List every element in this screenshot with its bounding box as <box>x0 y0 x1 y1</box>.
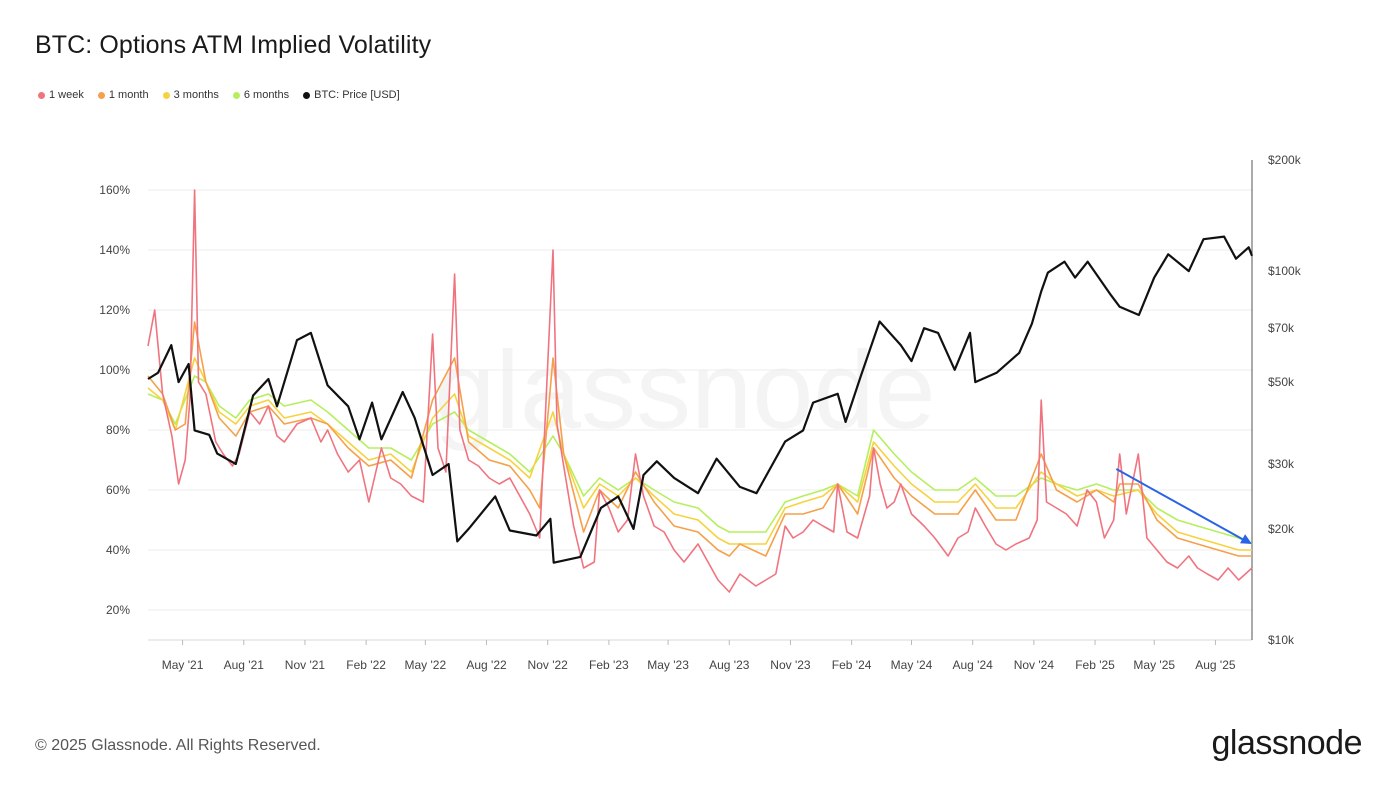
legend-dot-1-week <box>38 91 45 99</box>
trend-arrow-line <box>1115 468 1245 541</box>
x-tick-label: Feb '22 <box>346 658 386 672</box>
legend-label-1-month: 1 month <box>108 89 149 101</box>
axes: 20% 40% 60% 80% 100% 120% 140% 160% $10k $20k $30k… <box>99 153 1301 672</box>
chart-title: BTC: Options ATM Implied Volatility <box>35 31 432 59</box>
y-right-tick-label: $200k <box>1268 153 1302 167</box>
y-left-tick-label: 120% <box>99 303 130 317</box>
legend-dot-1-month <box>97 91 105 99</box>
legend-dot-3-months <box>162 91 170 99</box>
x-tick-label: May '24 <box>891 658 933 672</box>
legend-item-3-months[interactable]: 3 months <box>162 89 219 101</box>
x-tick-label: May '23 <box>647 658 689 672</box>
watermark-text: glassnode <box>434 329 936 452</box>
annotations <box>1115 468 1252 544</box>
legend-dot-6-months <box>232 91 240 99</box>
legend-item-1-week[interactable]: 1 week <box>38 89 84 101</box>
y-right-tick-label: $10k <box>1268 633 1295 647</box>
x-tick-label: May '21 <box>162 658 204 672</box>
y-left-tick-label: 60% <box>106 483 130 497</box>
brand-logo: glassnode <box>1211 724 1362 762</box>
x-tick-label: Aug '25 <box>1195 658 1236 672</box>
x-tick-label: Feb '25 <box>1075 658 1115 672</box>
legend-item-6-months[interactable]: 6 months <box>232 89 290 101</box>
y-right-tick-label: $20k <box>1268 522 1295 536</box>
y-right-tick-label: $30k <box>1268 457 1295 471</box>
y-right-tick-label: $100k <box>1268 264 1302 278</box>
series-line-6-months <box>147 375 1253 545</box>
y-right-tick-label: $50k <box>1268 375 1295 389</box>
legend-item-btc-price[interactable]: BTC: Price [USD] <box>303 89 400 101</box>
x-tick-label: Aug '24 <box>953 658 994 672</box>
x-tick-label: Aug '23 <box>709 658 750 672</box>
copyright-text: © 2025 Glassnode. All Rights Reserved. <box>35 737 321 754</box>
legend-label-btc-price: BTC: Price [USD] <box>314 89 400 101</box>
series-layer <box>147 189 1254 593</box>
legend: 1 week 1 month 3 months 6 months BTC: Pr… <box>38 89 400 101</box>
y-left-tick-label: 160% <box>99 183 130 197</box>
y-left-tick-label: 40% <box>106 543 130 557</box>
x-tick-label: Nov '23 <box>770 658 811 672</box>
trend-arrow-head <box>1240 534 1252 544</box>
y-left-tick-label: 100% <box>99 363 130 377</box>
legend-label-1-week: 1 week <box>49 89 84 101</box>
x-tick-label: May '25 <box>1133 658 1175 672</box>
x-tick-label: Nov '24 <box>1014 658 1055 672</box>
x-tick-label: Feb '23 <box>589 658 629 672</box>
x-tick-label: May '22 <box>405 658 447 672</box>
x-tick-label: Nov '22 <box>528 658 569 672</box>
legend-label-3-months: 3 months <box>173 89 219 101</box>
y-right-tick-label: $70k <box>1268 321 1295 335</box>
series-line-1-month <box>147 321 1252 557</box>
x-tick-label: Feb '24 <box>832 658 872 672</box>
y-left-tick-label: 20% <box>106 603 130 617</box>
y-left-tick-label: 80% <box>106 423 130 437</box>
series-line-btc-price-usd <box>147 235 1254 564</box>
x-tick-label: Aug '21 <box>224 658 265 672</box>
series-line-3-months <box>147 357 1252 551</box>
legend-label-6-months: 6 months <box>243 89 290 101</box>
legend-dot-btc-price <box>303 91 311 99</box>
legend-item-1-month[interactable]: 1 month <box>97 89 149 101</box>
x-tick-label: Aug '22 <box>466 658 507 672</box>
x-tick-label: Nov '21 <box>285 658 326 672</box>
y-left-tick-label: 140% <box>99 243 130 257</box>
series-line-1-week <box>147 189 1253 593</box>
